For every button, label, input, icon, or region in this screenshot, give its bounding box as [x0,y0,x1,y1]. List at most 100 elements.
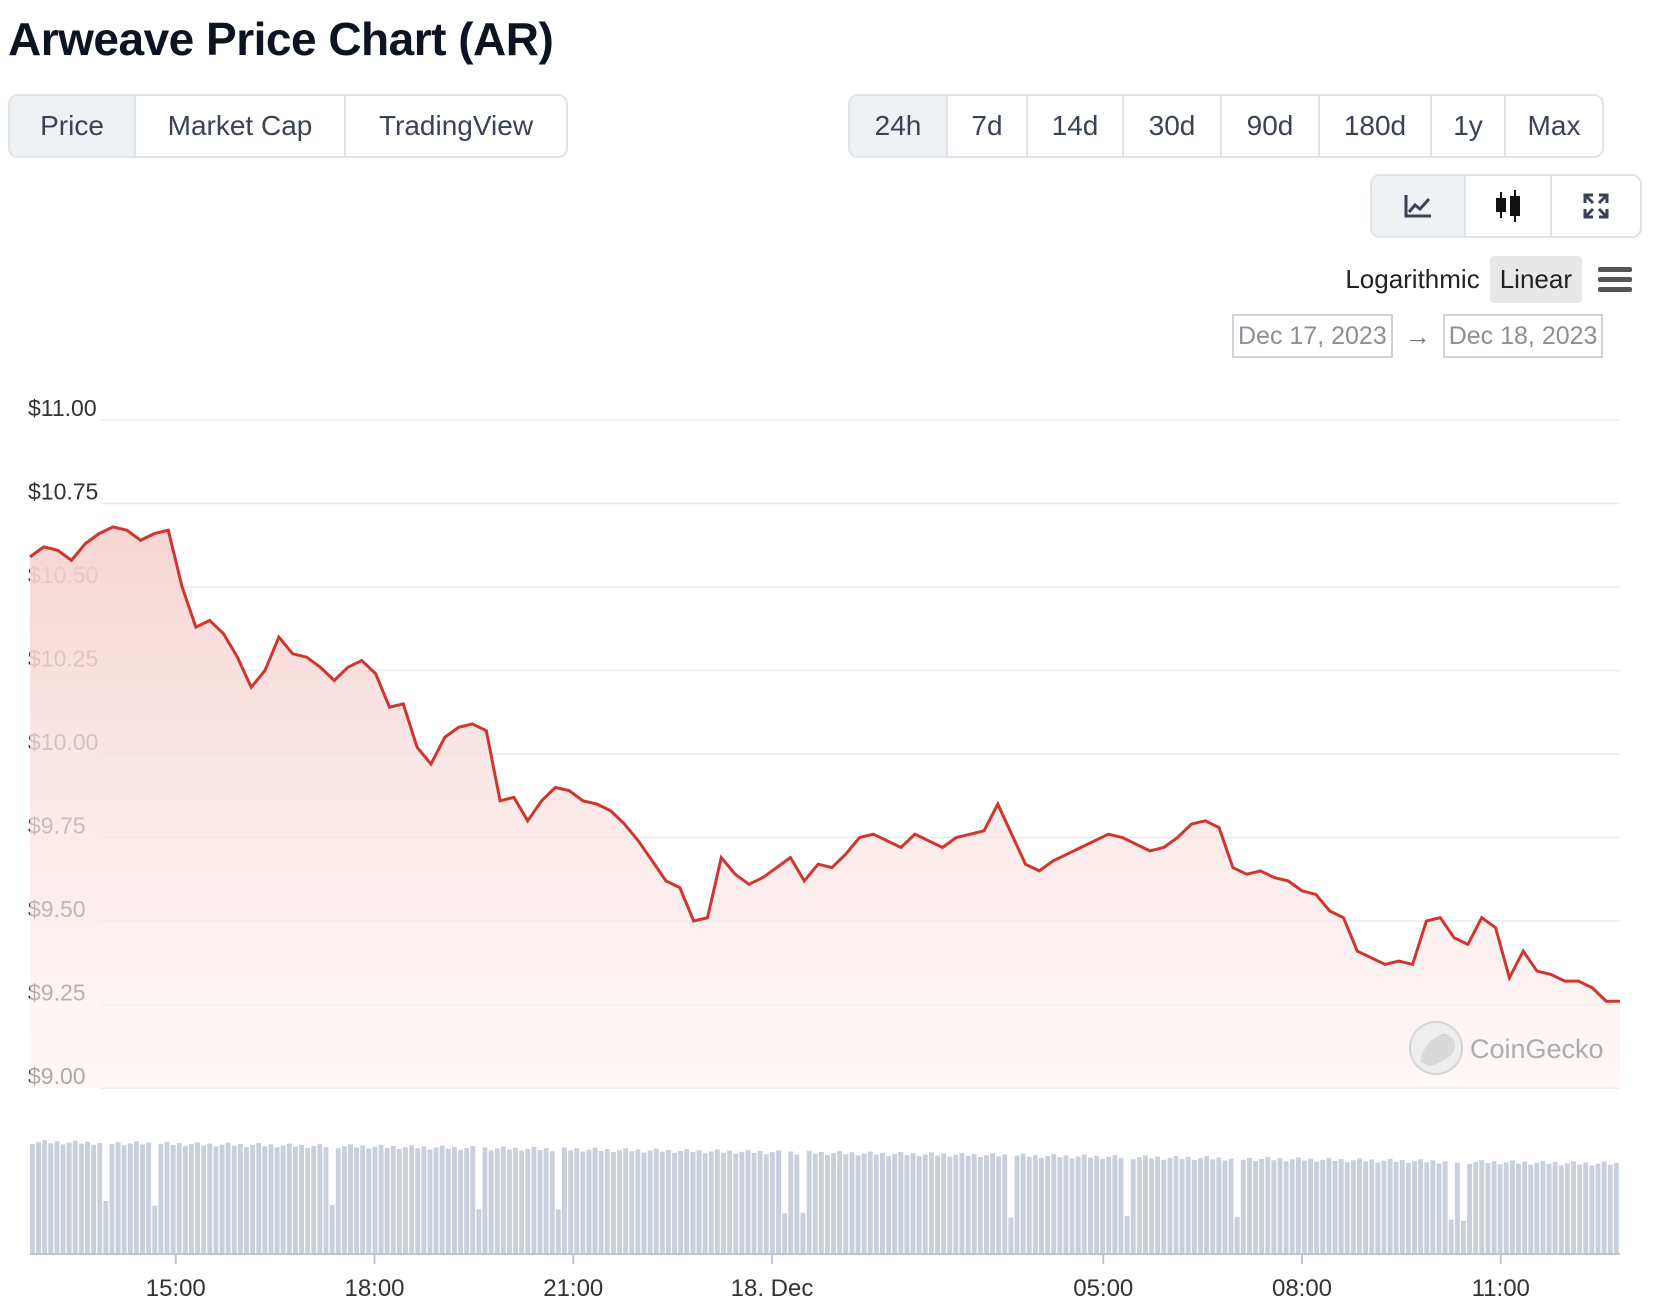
volume-bar [507,1149,512,1254]
volume-bar [1436,1163,1442,1254]
volume-bar [403,1147,408,1254]
volume-bar [922,1154,928,1254]
volume-bar [470,1146,476,1254]
date-to-input[interactable]: Dec 18, 2023 [1442,314,1604,358]
volume-bar [1571,1161,1576,1254]
volume-bar [1320,1159,1326,1254]
volume-bar [1595,1163,1601,1254]
volume-bar [604,1149,610,1254]
volume-bar [152,1205,158,1254]
volume-bar [1063,1155,1069,1254]
volume-bar [1467,1163,1472,1254]
range-180d[interactable]: 180d [1320,96,1432,156]
volume-bar [1008,1217,1014,1254]
watermark-text: CoinGecko [1470,1034,1604,1064]
volume-bar [244,1147,249,1254]
volume-bar [323,1147,329,1254]
x-tick-label: 21:00 [543,1275,603,1302]
volume-bar [54,1141,60,1254]
volume-bar [1051,1154,1057,1254]
volume-bar [678,1151,684,1254]
volume-bar [1546,1164,1552,1254]
volume-bar [1167,1157,1173,1254]
volume-bar [1130,1159,1136,1254]
y-tick-label: $10.75 [28,479,98,505]
range-7d[interactable]: 7d [948,96,1028,156]
line-chart-button[interactable] [1372,176,1466,236]
volume-bar [1265,1157,1271,1254]
range-24h[interactable]: 24h [850,96,948,156]
linear-button[interactable]: Linear [1489,256,1582,303]
volume-bar [751,1153,757,1254]
range-max[interactable]: Max [1527,110,1581,141]
volume-bar [1081,1154,1087,1254]
volume-bar [1228,1158,1234,1254]
volume-bar [1479,1160,1485,1254]
volume-bar [1179,1158,1185,1254]
volume-bar [60,1144,66,1254]
scale-toggle: Logarithmic Linear [1335,256,1632,303]
tab-tradingview[interactable]: TradingView [378,110,534,141]
volume-bar [1516,1163,1521,1254]
volume-bar [598,1150,604,1254]
logarithmic-button[interactable]: Logarithmic [1345,264,1480,294]
fullscreen-button[interactable] [1552,176,1640,236]
volume-bar [635,1149,641,1254]
volume-bar [1100,1158,1106,1254]
candlestick-button[interactable] [1466,176,1552,236]
volume-bar [776,1150,781,1254]
volume-bar [537,1150,543,1254]
volume-bar [684,1149,690,1254]
range-1y[interactable]: 1y [1432,96,1506,156]
tab-price[interactable]: Price [10,96,136,156]
volume-bar [580,1151,586,1254]
volume-bar [97,1142,103,1254]
volume-bar [1332,1161,1338,1254]
volume-bar [880,1152,885,1254]
volume-bar [1240,1159,1246,1254]
tab-market-cap[interactable]: Market Cap [136,96,346,156]
expand-icon [1583,193,1609,219]
volume-bar [1002,1154,1008,1254]
volume-bar [176,1143,182,1254]
volume-bar [831,1153,836,1254]
arrow-icon: → [1404,320,1431,351]
volume-bar [855,1155,861,1254]
volume-bar [201,1145,207,1254]
volume-bar [164,1141,170,1254]
volume-bar [1607,1164,1613,1254]
volume-bar [1326,1157,1332,1254]
volume-bar [195,1142,200,1254]
volume-bar [1509,1160,1515,1254]
volume-bar [1161,1159,1167,1254]
volume-bar [1155,1156,1161,1254]
volume-bar [727,1150,733,1254]
volume-bar [182,1146,188,1254]
volume-bar [1473,1162,1479,1254]
volume-bar [837,1151,843,1254]
range-30d[interactable]: 30d [1124,96,1222,156]
date-from-input[interactable]: Dec 17, 2023 [1232,314,1393,358]
volume-bar [806,1150,812,1254]
volume-bar [329,1205,335,1254]
volume-bar [189,1144,194,1254]
range-90d[interactable]: 90d [1222,96,1320,156]
volume-bar [1613,1162,1619,1254]
volume-bar [873,1154,879,1254]
volume-bar [360,1145,366,1254]
volume-bar [348,1144,353,1254]
volume-bar [531,1146,537,1254]
volume-bar [1350,1160,1356,1254]
volume-bar [617,1150,622,1254]
volume-bar [1032,1154,1038,1254]
range-14d[interactable]: 14d [1028,96,1124,156]
volume-bar [929,1152,934,1254]
volume-bar [494,1148,500,1254]
price-line [29,525,1620,1003]
volume-bar [800,1212,806,1254]
volume-bar [1277,1158,1283,1254]
volume-bar [1253,1160,1258,1254]
volume-bar [1143,1155,1148,1254]
menu-icon[interactable] [1598,266,1632,293]
